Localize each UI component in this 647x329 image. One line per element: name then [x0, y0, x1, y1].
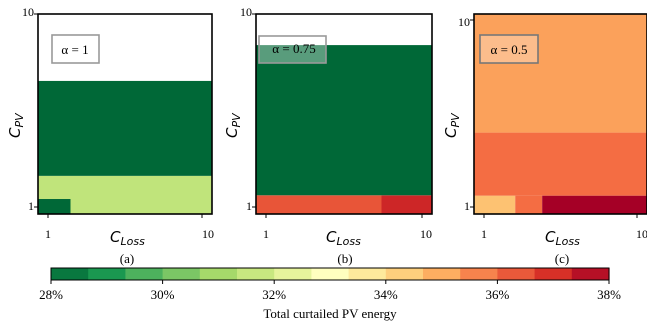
y-tick-bottom-a: 1 [28, 199, 34, 213]
colorbar-swatch [162, 268, 201, 280]
heatmap-cell [474, 14, 647, 133]
annotation-text-b: α = 0.75 [272, 41, 315, 56]
annotation-box-a [51, 34, 100, 64]
colorbar-ticks: 28% 30% 32% 34% 36% 38% [39, 280, 621, 302]
x-axis-label-c: CLoss [545, 228, 580, 248]
x-tick-right-c: 10 [636, 227, 647, 241]
heatmap-cell [542, 195, 647, 214]
y-tick-bottom-b: 1 [246, 199, 252, 213]
colorbar-swatch [348, 268, 387, 280]
colorbar-swatch [460, 268, 498, 280]
annotation-box-c [479, 34, 539, 64]
colorbar-tick-label: 30% [151, 287, 175, 302]
y-tick-top-a: 10 [22, 5, 34, 19]
colorbar: 28% 30% 32% 34% 36% 38% Total curtailed PV en… [39, 267, 621, 321]
heatmap-cells-b [256, 45, 432, 214]
annotation-text-c: α = 0.5 [491, 42, 528, 57]
heatmap-cell [474, 132, 647, 196]
colorbar-swatch [311, 268, 350, 280]
heatmap-cell [381, 195, 432, 214]
y-tick-top-b: 10 [240, 5, 252, 19]
colorbar-swatch [237, 268, 275, 280]
x-tick-left-b: 1 [263, 227, 269, 241]
colorbar-tick-label: 38% [597, 287, 621, 302]
caption-b: (b) [337, 251, 352, 266]
heatmap-cell [256, 195, 382, 214]
colorbar-swatch [423, 268, 461, 280]
panel-c: α = 0.5 10 1 1 10 CLoss CPV (c) [442, 13, 647, 266]
colorbar-tick-label: 28% [39, 287, 63, 302]
caption-c: (c) [555, 251, 569, 266]
colorbar-swatch [534, 268, 573, 280]
caption-a: (a) [120, 251, 134, 266]
heatmap-cell [474, 195, 516, 214]
plot-frame-b [255, 13, 433, 215]
colorbar-swatch [497, 268, 536, 280]
x-tick-right-b: 10 [420, 227, 432, 241]
y-axis-label-c: CPV [442, 112, 462, 138]
plot-frame-c [473, 13, 647, 215]
colorbar-swatches [51, 268, 610, 280]
heatmap-cells-a [38, 80, 212, 214]
y-tick-top-c: 10 [458, 15, 470, 29]
panel-b: α = 0.75 10 1 1 10 CLoss CPV (b) [223, 5, 433, 266]
x-tick-right-a: 10 [202, 227, 214, 241]
x-tick-left-a: 1 [45, 227, 51, 241]
colorbar-swatch [88, 268, 126, 280]
colorbar-label: Total curtailed PV energy [263, 306, 397, 321]
heatmap-cell [38, 80, 212, 176]
colorbar-swatch [571, 268, 610, 280]
annotation-box-b [258, 35, 327, 64]
colorbar-tick-label: 32% [262, 287, 286, 302]
heatmap-cell [256, 45, 432, 196]
y-tick-bottom-c: 1 [464, 199, 470, 213]
colorbar-tick-label: 34% [374, 287, 398, 302]
colorbar-tick-label: 36% [485, 287, 509, 302]
plot-frame-a [37, 13, 213, 215]
heatmap-cell [38, 199, 71, 214]
heatmap-cell [515, 195, 543, 214]
colorbar-frame [50, 267, 610, 281]
y-axis-label-b: CPV [223, 112, 243, 138]
heatmap-cells-c [474, 14, 647, 214]
annotation-text-a: α = 1 [61, 42, 88, 57]
colorbar-swatch [51, 268, 89, 280]
x-axis-label-a: CLoss [110, 228, 145, 248]
colorbar-swatch [274, 268, 312, 280]
colorbar-swatch [199, 268, 238, 280]
panel-a: α = 1 10 1 1 10 CLoss CPV (a) [6, 5, 214, 266]
x-axis-label-b: CLoss [326, 228, 361, 248]
x-tick-left-c: 1 [481, 227, 487, 241]
y-axis-label-a: CPV [6, 112, 26, 138]
colorbar-swatch [385, 268, 424, 280]
colorbar-swatch [125, 268, 164, 280]
